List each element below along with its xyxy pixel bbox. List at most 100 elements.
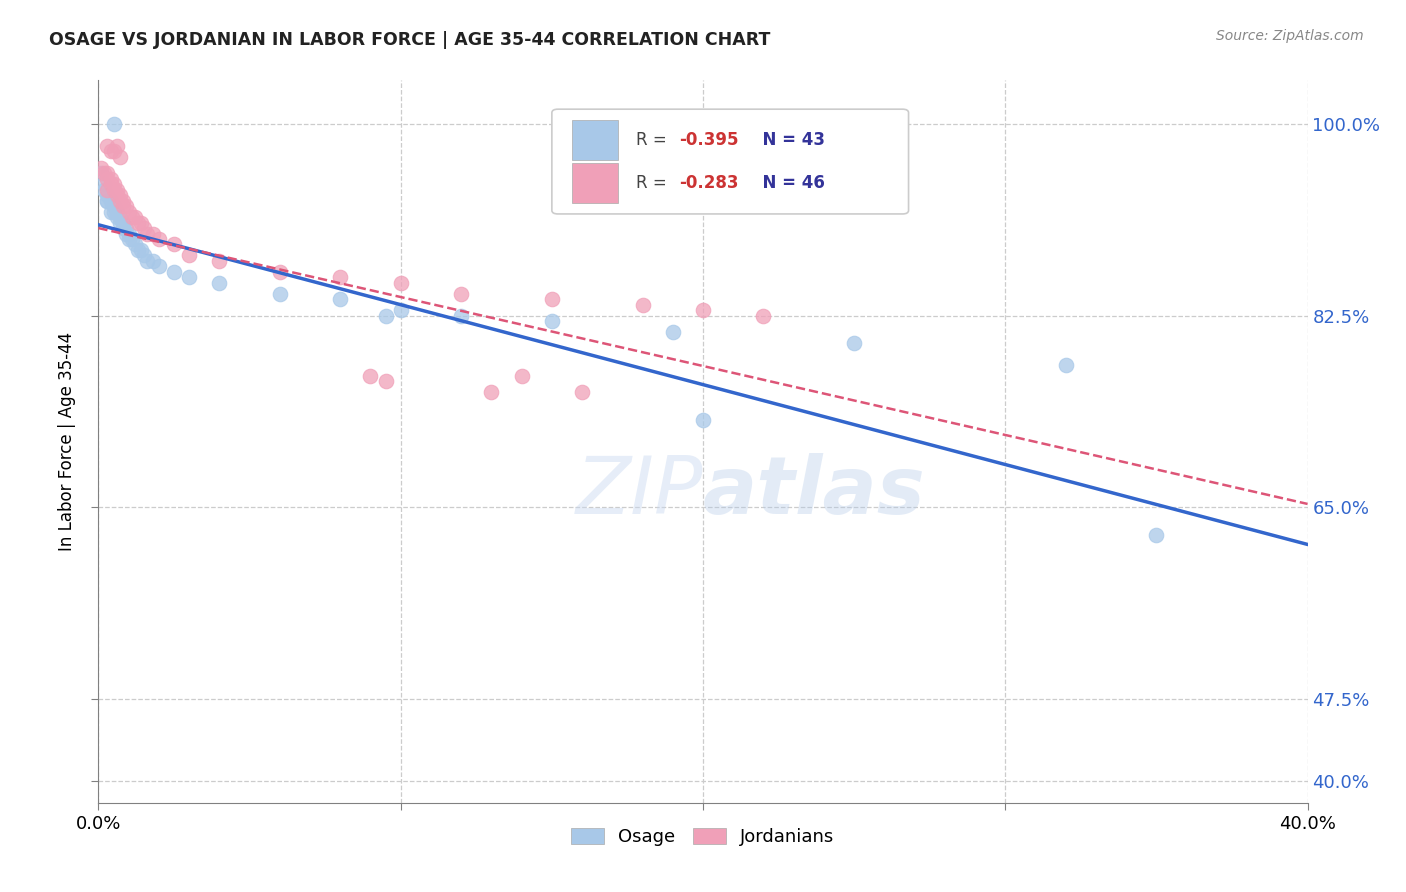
Point [93,178,115,192]
Point [114,227,136,241]
Point [127,216,149,230]
Point [135,227,157,241]
Text: -0.395: -0.395 [679,131,738,149]
Text: atlas: atlas [703,453,925,531]
Point [163,265,186,279]
Point [105,188,128,202]
Point [1054,358,1077,372]
Point [389,276,412,290]
Point [269,265,291,279]
Point [96,166,118,180]
Point [96,139,118,153]
Point [631,298,654,312]
Text: R =: R = [637,131,672,149]
Point [692,412,714,426]
Point [329,270,352,285]
Point [163,237,186,252]
Point [540,292,562,306]
Text: R =: R = [637,174,672,192]
Point [132,221,155,235]
Text: N = 46: N = 46 [751,174,825,192]
Point [103,145,125,159]
Point [105,139,128,153]
FancyBboxPatch shape [551,109,908,214]
Point [1144,527,1167,541]
Point [93,166,115,180]
Point [124,210,146,224]
Y-axis label: In Labor Force | Age 35-44: In Labor Force | Age 35-44 [58,332,76,551]
Point [208,276,231,290]
Point [692,303,714,318]
Point [481,385,503,400]
Point [269,286,291,301]
Point [103,204,125,219]
Point [96,171,118,186]
Point [118,204,141,219]
Point [135,253,157,268]
Bar [572,163,619,202]
Point [450,309,472,323]
Point [129,243,152,257]
Point [111,194,134,208]
Point [96,188,118,202]
Point [100,178,122,192]
Point [100,171,122,186]
Point [103,178,125,192]
Point [114,199,136,213]
Point [510,368,533,383]
Point [111,216,134,230]
Point [100,204,122,219]
Point [121,210,143,224]
Point [105,183,128,197]
Point [103,199,125,213]
Point [389,303,412,318]
Point [105,210,128,224]
Point [108,150,131,164]
Point [124,237,146,252]
Point [540,314,562,328]
Point [142,227,165,241]
Point [96,194,118,208]
Point [121,232,143,246]
Point [93,183,115,197]
Point [90,161,112,175]
Point [752,309,775,323]
Point [103,117,125,131]
Point [661,325,683,339]
Point [148,260,170,274]
Point [103,183,125,197]
Point [108,194,131,208]
Point [96,194,118,208]
Point [142,253,165,268]
Point [118,227,141,241]
Text: N = 43: N = 43 [751,131,825,149]
Text: Source: ZipAtlas.com: Source: ZipAtlas.com [1216,29,1364,43]
Point [329,292,352,306]
Point [148,232,170,246]
Point [90,166,112,180]
Point [100,194,122,208]
Point [132,248,155,262]
Point [571,385,593,400]
Text: -0.283: -0.283 [679,174,738,192]
Legend: Osage, Jordanians: Osage, Jordanians [562,819,844,855]
Point [108,188,131,202]
Point [108,210,131,224]
Point [179,270,201,285]
Point [127,243,149,257]
Point [360,368,382,383]
Point [111,199,134,213]
Point [105,204,128,219]
Point [374,374,396,388]
Point [114,221,136,235]
Point [118,232,141,246]
Point [96,183,118,197]
Point [111,221,134,235]
Point [129,216,152,230]
Point [179,248,201,262]
Point [108,216,131,230]
Point [374,309,396,323]
Text: OSAGE VS JORDANIAN IN LABOR FORCE | AGE 35-44 CORRELATION CHART: OSAGE VS JORDANIAN IN LABOR FORCE | AGE … [49,31,770,49]
Point [844,336,866,351]
Point [208,253,231,268]
